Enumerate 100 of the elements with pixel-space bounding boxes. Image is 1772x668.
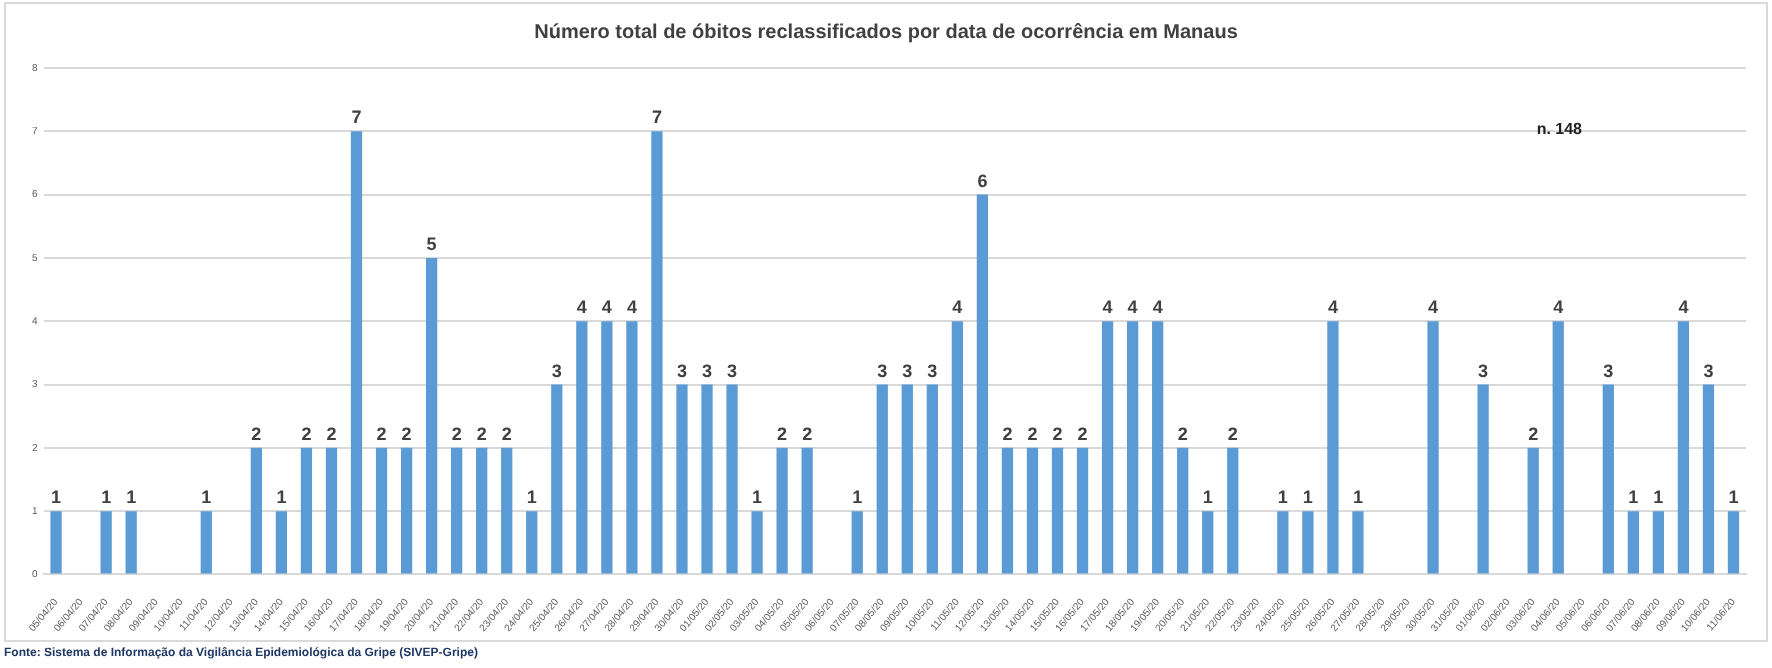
bar <box>400 447 413 574</box>
bar <box>1177 447 1189 574</box>
bar <box>1727 511 1740 574</box>
bar <box>576 321 588 574</box>
chart-title: Número total de óbitos reclassificados por data de ocorrência em Manaus <box>534 21 1239 44</box>
data-label: 1 <box>1302 487 1313 508</box>
bar <box>1101 321 1114 574</box>
data-label: 1 <box>101 487 112 508</box>
data-label: 3 <box>1478 360 1489 381</box>
data-label: 1 <box>1728 487 1739 508</box>
data-label: 3 <box>727 360 738 381</box>
data-label: 5 <box>426 233 437 254</box>
data-label: 1 <box>276 487 287 508</box>
bar <box>1001 447 1014 574</box>
bar <box>1677 321 1690 574</box>
data-label: 4 <box>626 297 637 318</box>
data-label: 4 <box>952 297 963 318</box>
bar <box>1227 447 1239 574</box>
bar <box>1477 384 1489 574</box>
data-label: 1 <box>201 487 212 508</box>
data-label: 3 <box>877 360 888 381</box>
data-label: 7 <box>351 107 362 128</box>
data-label: 3 <box>927 360 938 381</box>
data-label: 7 <box>651 107 662 128</box>
data-label: 2 <box>251 423 262 444</box>
bar <box>1277 511 1289 574</box>
bar <box>501 447 513 574</box>
bar <box>100 511 112 574</box>
bar <box>1076 447 1089 574</box>
data-label: 4 <box>1327 297 1338 318</box>
data-label: 4 <box>1553 297 1564 318</box>
data-label: 2 <box>476 423 487 444</box>
bar <box>976 194 989 574</box>
data-label: 2 <box>1177 423 1188 444</box>
bar <box>425 257 438 574</box>
bar <box>1352 511 1364 574</box>
bar <box>1627 511 1639 574</box>
data-label: 1 <box>1277 487 1288 508</box>
data-label: 2 <box>301 423 312 444</box>
bar <box>751 511 763 574</box>
bar <box>1602 384 1614 574</box>
bar <box>901 384 913 574</box>
annotation: n. 148 <box>1536 120 1582 138</box>
data-label: 4 <box>1102 297 1113 318</box>
bar <box>451 447 463 574</box>
data-label: 1 <box>526 487 537 508</box>
data-label: 3 <box>1703 360 1714 381</box>
bar <box>651 131 663 574</box>
data-label: 1 <box>752 487 763 508</box>
data-label: 2 <box>451 423 462 444</box>
bar <box>1327 321 1339 574</box>
bar <box>50 511 62 574</box>
bar <box>1026 447 1039 574</box>
bar <box>876 384 888 574</box>
data-label: 2 <box>1002 423 1013 444</box>
bar <box>726 384 738 574</box>
data-label: 3 <box>702 360 713 381</box>
bar <box>350 131 363 574</box>
bar <box>1552 321 1564 574</box>
bar <box>1152 321 1164 574</box>
data-label: 3 <box>1603 360 1614 381</box>
bar <box>125 511 137 574</box>
data-label: 3 <box>902 360 913 381</box>
bar <box>801 447 813 574</box>
data-label: 4 <box>601 297 612 318</box>
data-label: 2 <box>777 423 788 444</box>
bar <box>1302 511 1314 574</box>
data-label: 1 <box>51 487 62 508</box>
bar <box>275 511 288 574</box>
data-label: 4 <box>576 297 587 318</box>
bar <box>776 447 788 574</box>
data-label: 3 <box>676 360 687 381</box>
bar <box>851 511 863 574</box>
data-label: 2 <box>501 423 512 444</box>
data-label: 2 <box>376 423 387 444</box>
bar <box>526 511 538 574</box>
bar <box>676 384 688 574</box>
bar <box>601 321 613 574</box>
data-label: 2 <box>1528 423 1539 444</box>
bar <box>1427 321 1439 574</box>
bar <box>325 447 338 574</box>
bar <box>1051 447 1064 574</box>
data-label: 1 <box>1628 487 1639 508</box>
data-label: 1 <box>1653 487 1664 508</box>
data-label: 2 <box>1077 423 1088 444</box>
data-label: 1 <box>1202 487 1213 508</box>
bar <box>551 384 563 574</box>
bar <box>375 447 388 574</box>
bar <box>476 447 488 574</box>
data-label: 1 <box>126 487 137 508</box>
data-label: 2 <box>1027 423 1038 444</box>
bar <box>250 447 262 574</box>
data-label: 2 <box>401 423 412 444</box>
data-label: 1 <box>1352 487 1363 508</box>
data-label: 4 <box>1678 297 1689 318</box>
bar <box>200 511 212 574</box>
data-label: 2 <box>1052 423 1063 444</box>
data-label: 6 <box>977 170 988 191</box>
data-label: 2 <box>802 423 813 444</box>
data-label: 4 <box>1127 297 1138 318</box>
